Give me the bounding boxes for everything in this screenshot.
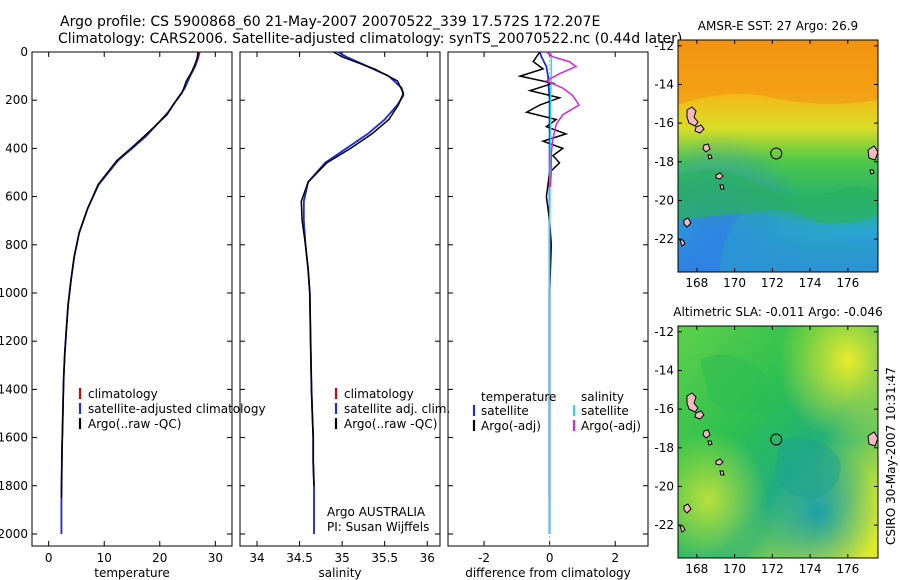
temperature-legend-label: satellite-adjusted climatology	[88, 402, 266, 416]
salinity-xtick-label: 34	[249, 551, 264, 565]
salinity-axes-frame	[239, 51, 441, 547]
temperature-xtick-label: 20	[152, 551, 167, 565]
diff-legend-label: Argo(-adj)	[481, 419, 541, 433]
depth-tick-label: 0	[20, 45, 28, 59]
sst-map-panel: AMSR-E SST: 27 Argo: 26.9 168 170 172 174 17…	[654, 19, 879, 290]
sst_map-lat-label: -20	[654, 193, 674, 207]
sla_map-lon-label: 176	[836, 562, 859, 576]
salinity-legend-label: Argo(..raw -QC)	[344, 417, 437, 431]
sst_map-lat-label: -18	[654, 155, 674, 169]
temperature-series-argo-raw-qc-	[60, 51, 199, 498]
sst-heatmap-field	[678, 40, 878, 272]
difference-series-salinity-satellite	[548, 52, 553, 534]
salinity-xlabel: salinity	[318, 566, 361, 580]
salinity-panel: 34 34.5 35 35.5 36 salinity climatologysatelli…	[239, 51, 450, 580]
sst_map-lon-label: 176	[836, 276, 859, 290]
sst-map-title: AMSR-E SST: 27 Argo: 26.9	[698, 19, 858, 33]
difference-xtick-label: 0	[546, 551, 554, 565]
sla_map-lat-label: -14	[654, 363, 674, 377]
diff-legend-label: Argo(-adj)	[581, 419, 641, 433]
salinity-xtick-label: 36	[420, 551, 435, 565]
salinity-xtick-label: 35	[334, 551, 349, 565]
diff-legend-temperature-title: temperature	[481, 390, 556, 404]
temperature-xlabel: temperature	[94, 566, 169, 580]
sst_map-lon-label: 168	[685, 276, 708, 290]
depth-tick-label: 400	[5, 141, 28, 155]
sla-map-frame	[677, 325, 879, 559]
sst_map-lat-label: -12	[654, 39, 674, 53]
diff-legend-label: satellite	[481, 404, 529, 418]
sla_map-lat-label: -16	[654, 402, 674, 416]
sla_map-lon-label: 172	[761, 562, 784, 576]
difference-xtick-label: -2	[478, 551, 490, 565]
credit-timestamp: CSIRO 30-May-2007 10:31:47	[884, 367, 898, 545]
difference-series-temperature-satellite	[538, 51, 551, 534]
depth-tick-label: 1000	[0, 286, 28, 300]
salinity-series-argo-raw-qc-	[300, 51, 405, 486]
figure-title-line2: Climatology: CARS2006. Satellite-adjuste…	[58, 31, 682, 47]
depth-tick-label: 1200	[0, 334, 28, 348]
sla-map-title: Altimetric SLA: -0.011 Argo: -0.046	[673, 305, 882, 319]
sst_map-lon-label: 174	[799, 276, 822, 290]
sla_map-lon-label: 168	[685, 562, 708, 576]
sla_map-lat-label: -22	[654, 518, 674, 532]
temperature-panel: 0 10 20 30 temperature 0 200 400 600 800 1000 1200 1…	[0, 45, 266, 580]
temperature-xtick-label: 10	[97, 551, 112, 565]
temperature-series-climatology	[60, 51, 201, 534]
argo-position-marker-sla	[770, 433, 783, 446]
salinity-series-satellite-adj-clim-	[302, 51, 405, 534]
salinity-xtick-label: 34.5	[286, 551, 313, 565]
sla_map-lat-label: -12	[654, 325, 674, 339]
sla_map-lat-label: -18	[654, 441, 674, 455]
temperature-series-satellite-adjusted-climatology	[60, 51, 199, 534]
sst_map-lat-label: -14	[654, 77, 674, 91]
salinity-series-climatology	[303, 51, 405, 534]
salinity-xtick-label: 35.5	[371, 551, 398, 565]
depth-tick-label: 1600	[0, 431, 28, 445]
depth-tick-label: 1400	[0, 382, 28, 396]
sla_map-lon-label: 170	[723, 562, 746, 576]
temperature-axes-frame	[31, 51, 233, 547]
temperature-legend-label: Argo(..raw -QC)	[88, 417, 181, 431]
sla_map-lon-label: 174	[799, 562, 822, 576]
temperature-xtick-label: 0	[45, 551, 53, 565]
argo-position-marker-sst	[770, 147, 783, 160]
sla-heatmap-field	[678, 326, 878, 558]
sst_map-lon-label: 172	[761, 276, 784, 290]
diff-legend-salinity-title: salinity	[581, 390, 624, 404]
sla_map-lat-label: -20	[654, 479, 674, 493]
difference-series-salinity-argo-adj-	[544, 51, 581, 187]
argo-program-label: Argo AUSTRALIA	[327, 505, 426, 519]
diff-legend-label: satellite	[581, 404, 629, 418]
sst_map-lat-label: -16	[654, 116, 674, 130]
temperature-xtick-label: 30	[208, 551, 223, 565]
depth-tick-label: 600	[5, 190, 28, 204]
sla-map-panel: Altimetric SLA: -0.011 Argo: -0.046 168 1…	[654, 305, 882, 576]
pi-name-label: PI: Susan Wijffels	[327, 520, 429, 534]
sst-map-ticks: 168 170 172 174 176 -12 -14 -16 -18 -20 -22	[654, 39, 878, 290]
difference-xtick-label: 2	[611, 551, 619, 565]
sst-map-frame	[677, 39, 879, 273]
sla-map-ticks: 168 170 172 174 176 -12 -14 -16 -18 -20 -22	[654, 325, 878, 576]
difference-xlabel: difference from climatology	[465, 566, 631, 580]
depth-tick-label: 2000	[0, 527, 28, 541]
difference-axes-frame	[447, 51, 649, 547]
sst_map-lat-label: -22	[654, 232, 674, 246]
depth-tick-label: 800	[5, 238, 28, 252]
depth-tick-label: 1800	[0, 479, 28, 493]
figure-title-line1: Argo profile: CS 5900868_60 21-May-2007 …	[60, 14, 600, 30]
sst_map-lon-label: 170	[723, 276, 746, 290]
depth-tick-label: 200	[5, 93, 28, 107]
salinity-legend-label: climatology	[344, 387, 414, 401]
temperature-legend-label: climatology	[88, 387, 158, 401]
salinity-legend-label: satellite adj. clim.	[344, 402, 450, 416]
